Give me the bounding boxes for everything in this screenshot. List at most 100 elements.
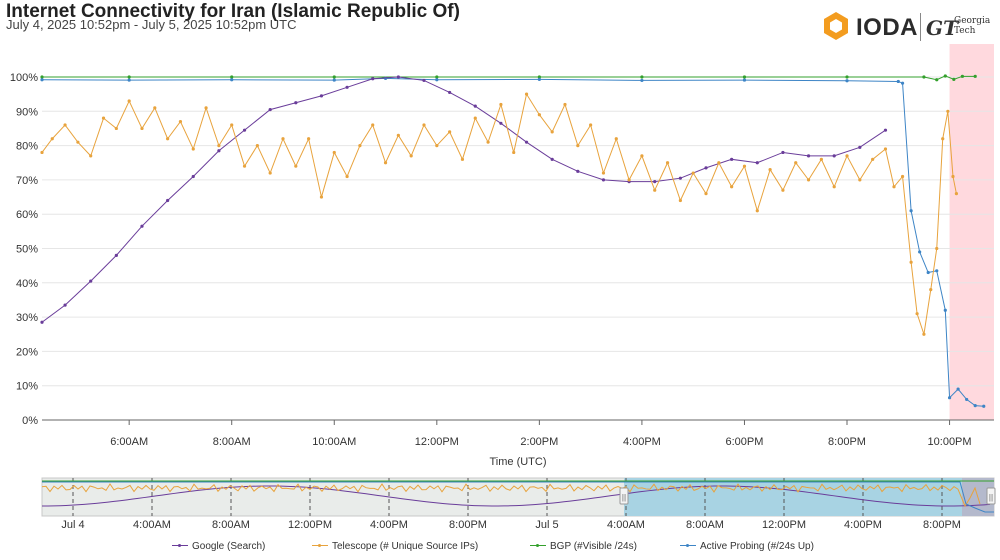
navigator-tick-label: 12:00PM xyxy=(762,519,806,531)
data-point xyxy=(448,90,452,95)
legend-swatch-google xyxy=(172,542,188,550)
data-point xyxy=(900,174,905,179)
data-point xyxy=(422,78,426,83)
data-point xyxy=(396,75,400,79)
data-point xyxy=(153,106,157,110)
data-point xyxy=(371,77,375,81)
navigator-tick-label: 12:00PM xyxy=(288,519,332,531)
data-point xyxy=(845,154,849,158)
data-point xyxy=(653,188,657,192)
data-point xyxy=(89,279,93,283)
data-point xyxy=(76,140,80,144)
data-point xyxy=(114,126,118,131)
data-point xyxy=(166,198,170,203)
navigator-selection xyxy=(624,478,994,516)
navigator-tick-label: 4:00PM xyxy=(370,519,408,531)
data-point xyxy=(601,178,606,182)
data-point xyxy=(178,119,183,124)
data-point xyxy=(915,312,919,316)
data-point xyxy=(230,123,234,127)
data-point xyxy=(896,79,900,84)
ioda-logo[interactable]: IODA GT Georgia Tech xyxy=(820,10,992,44)
ioda-hexagon-icon xyxy=(824,12,848,40)
data-point xyxy=(499,121,503,125)
x-axis-label: Time (UTC) xyxy=(489,456,546,468)
data-point xyxy=(883,128,888,132)
data-point xyxy=(943,74,947,78)
georgia-tech-mark: GT xyxy=(926,16,958,40)
navigator-tick-label: 8:00PM xyxy=(449,519,487,531)
data-point xyxy=(755,161,759,165)
legend-label-bgp: BGP (#Visible /24s) xyxy=(550,541,637,552)
y-tick-label: 40% xyxy=(16,278,38,290)
legend-label-google: Google (Search) xyxy=(192,541,266,552)
data-point xyxy=(768,168,772,172)
data-point xyxy=(294,164,298,168)
data-point xyxy=(217,144,221,148)
data-point xyxy=(678,176,682,180)
legend-item-google[interactable]: Google (Search) xyxy=(172,541,265,552)
navigator-tick-label: 4:00AM xyxy=(133,519,171,531)
data-point xyxy=(730,185,734,189)
data-point xyxy=(396,133,400,137)
data-point xyxy=(409,154,413,158)
data-point xyxy=(217,149,221,153)
data-point xyxy=(704,166,708,170)
data-point xyxy=(127,78,131,82)
data-point xyxy=(941,137,945,141)
data-point xyxy=(40,78,44,82)
data-point xyxy=(922,75,926,79)
navigator-handle-right[interactable] xyxy=(986,487,996,505)
data-point xyxy=(204,106,208,110)
data-point xyxy=(230,75,234,79)
data-point xyxy=(537,113,541,117)
legend-label-telescope: Telescope (# Unique Source IPs) xyxy=(332,541,479,552)
data-point xyxy=(742,75,747,79)
data-point xyxy=(332,78,336,82)
logo-divider xyxy=(920,13,921,41)
data-point xyxy=(332,75,336,79)
data-point xyxy=(435,144,439,148)
legend-item-telescope[interactable]: Telescope (# Unique Source IPs) xyxy=(312,541,478,552)
data-point xyxy=(918,250,922,254)
data-point xyxy=(319,94,324,98)
y-tick-label: 100% xyxy=(10,72,38,84)
navigator-tick-label: 4:00PM xyxy=(844,519,882,531)
legend-item-active-probing[interactable]: Active Probing (#/24s Up) xyxy=(680,541,814,552)
data-point xyxy=(781,188,785,192)
data-point xyxy=(345,174,349,179)
y-tick-label: 10% xyxy=(16,381,38,393)
data-point xyxy=(640,78,644,83)
legend-swatch-telescope xyxy=(312,542,328,550)
outage-band xyxy=(949,44,994,420)
data-point xyxy=(909,209,913,213)
data-point xyxy=(956,387,960,391)
x-tick-label: 10:00AM xyxy=(312,436,356,448)
data-point xyxy=(537,75,541,79)
georgia-tech-line2: Tech xyxy=(954,26,976,36)
navigator-handle-right-grip: || xyxy=(989,493,993,502)
data-point xyxy=(935,246,939,251)
data-point xyxy=(755,209,759,213)
x-tick-label: 12:00PM xyxy=(415,436,459,448)
ioda-logo-text: IODA xyxy=(856,14,918,41)
time-navigator[interactable]: Jul 4 4:00AM 8:00AM 12:00PM 4:00PM 8:00PM Jul … xyxy=(0,474,1000,534)
connectivity-chart[interactable]: 0% 10% 20% 30% 40% 50% 60% 70% 80% 90% 100% 6:00AM 8… xyxy=(0,0,1000,470)
series-bgp xyxy=(40,74,977,82)
data-point xyxy=(717,161,721,165)
data-point xyxy=(460,157,465,161)
data-point xyxy=(982,404,986,408)
data-point xyxy=(627,178,631,182)
data-point xyxy=(371,123,375,127)
data-point xyxy=(242,128,247,132)
data-point xyxy=(499,102,503,107)
data-point xyxy=(640,154,644,158)
data-point xyxy=(883,147,888,151)
data-point xyxy=(40,75,44,79)
navigator-handle-left[interactable] xyxy=(619,487,629,505)
y-tick-label: 80% xyxy=(16,141,38,153)
data-point xyxy=(704,192,708,196)
legend-item-bgp[interactable]: BGP (#Visible /24s) xyxy=(530,541,637,552)
data-point xyxy=(935,269,939,273)
y-tick-label: 90% xyxy=(16,106,38,118)
